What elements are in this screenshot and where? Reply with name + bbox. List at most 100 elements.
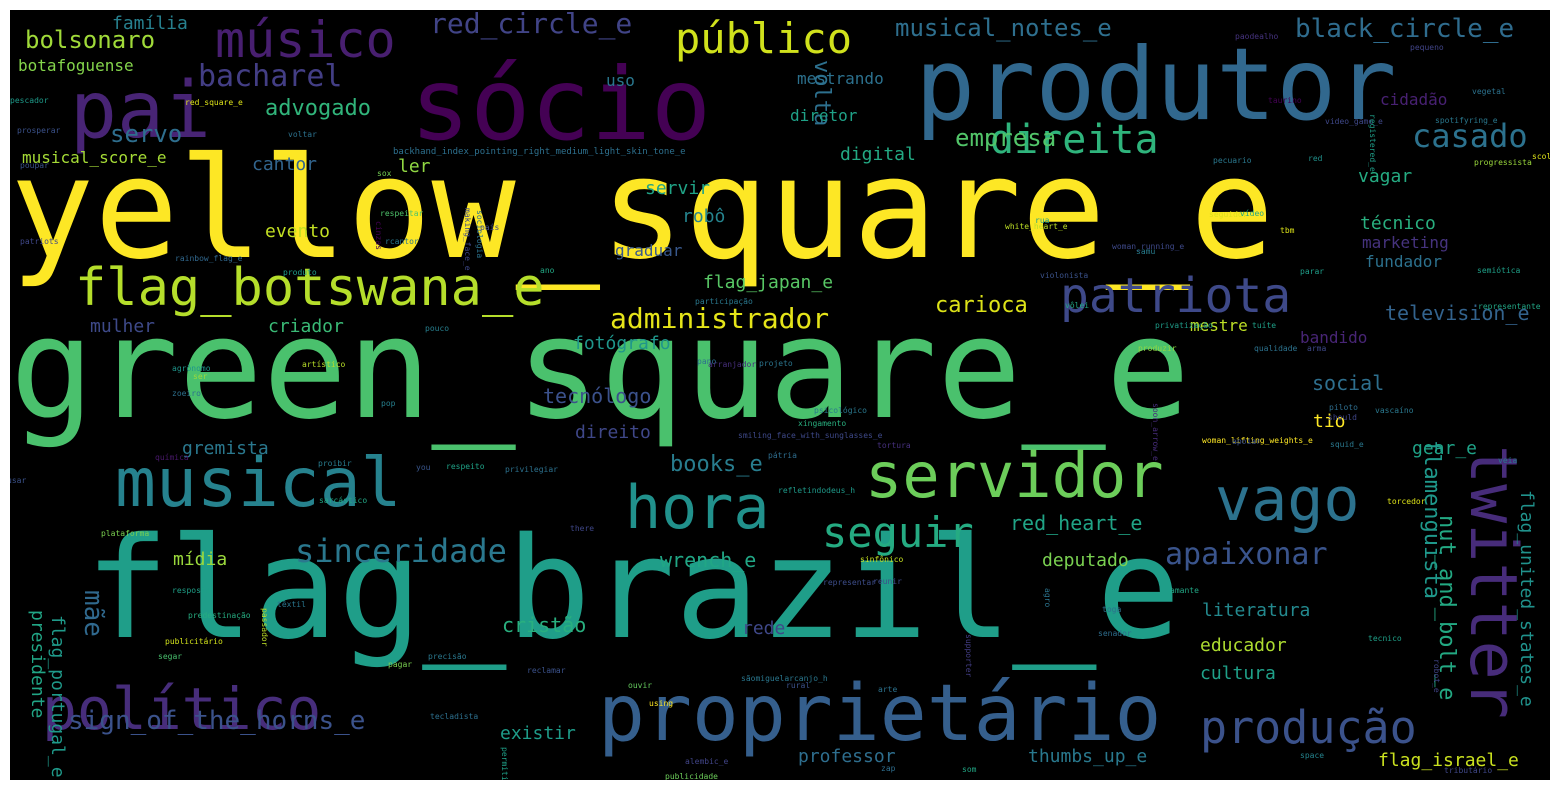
word-existir: existir (500, 723, 576, 744)
word-publico: público (675, 14, 853, 63)
word-tecnico: tecnico (1368, 634, 1402, 643)
word-arranjador: arranjador (708, 360, 757, 369)
word-advogado: advogado (265, 96, 371, 121)
word-agro: agro (1043, 588, 1052, 608)
word-tio: tio (1313, 411, 1346, 432)
word-musical-notes-e: musical_notes_e (895, 14, 1112, 42)
word-pais: país (480, 223, 500, 232)
word-privilegiar: privilegiar (505, 465, 558, 474)
word-digital: digital (840, 144, 916, 165)
word-poupar: poupar (20, 161, 49, 170)
word-sinfonico: sinfônico (860, 555, 904, 564)
word-scolarismo: scolarismo (1532, 152, 1550, 161)
word-servidor: servidor (865, 439, 1164, 512)
word-vagar: vagar (1358, 166, 1413, 187)
word-participacao: participação (695, 297, 753, 306)
word-red: red (1308, 154, 1323, 163)
word-you: you (416, 463, 431, 472)
word-tbm: tbm (1280, 226, 1295, 235)
word-mulher: mulher (90, 316, 156, 337)
word-fundador: fundador (1365, 252, 1443, 271)
word-mae: mãe (78, 590, 108, 637)
word-politico: político (42, 675, 322, 743)
word-pouco: pouco (425, 324, 450, 333)
word-volei: vôlei (1065, 301, 1090, 310)
word-woman-running-e: woman_running_e (1112, 242, 1185, 251)
word-piloto: piloto (1329, 403, 1358, 412)
word-pai: pai (70, 66, 211, 156)
word-musical-score-e: musical_score_e (22, 148, 167, 167)
word-produzir: produzir (1138, 344, 1177, 353)
word-rede: rede (742, 618, 786, 639)
word-pano: pano (697, 357, 717, 366)
word-rural: rural (786, 681, 811, 690)
word-prosperar: prosperar (17, 126, 61, 135)
word-samu: samu (1136, 247, 1156, 256)
word-rua: rua (1035, 216, 1050, 225)
word-empresa: empresa (955, 124, 1057, 152)
word-wrench-e: wrench_e (660, 548, 757, 572)
word-pecuario: pecuario (1213, 156, 1252, 165)
word-psicologico: psicológico (814, 406, 867, 415)
word-flag-united-states-e: flag_united_states_e (1516, 490, 1537, 707)
word-casado: casado (1412, 117, 1528, 155)
word-mestrando: mestrando (797, 69, 884, 88)
word-tuite: tuíte (1252, 321, 1277, 330)
word-alembic-e: alembic_e (685, 757, 729, 766)
word-rcantor: rcantor (385, 237, 419, 246)
word-quimica: química (155, 453, 189, 462)
word-educador: educador (1200, 635, 1287, 656)
word-vascaino: vascaíno (1375, 406, 1414, 415)
word-taurino: taurino (1268, 96, 1302, 105)
word-literatura: literatura (1202, 600, 1311, 621)
word-bacharel: bacharel (198, 59, 343, 94)
word-bandido: bandido (1300, 328, 1368, 347)
word-spotifyring-e: spotifyring_e (1435, 116, 1498, 125)
word-diretor: diretor (790, 106, 858, 125)
word-apaixonar: apaixonar (1165, 537, 1328, 572)
word-deputado: deputado (1042, 550, 1129, 571)
word-pagar: pagar (388, 660, 413, 669)
word-ano: ano (540, 266, 555, 275)
word-yellow-square-e: yellow_square_e (10, 128, 1275, 291)
word-zoeiro: zoeiro (172, 389, 201, 398)
word-proprietario: proprietário (598, 669, 1162, 759)
word-vago: vago (1215, 465, 1360, 535)
word-there: there (570, 524, 595, 533)
word-sign-of-the-horns-e: sign_of_the_horns_e (68, 706, 366, 736)
word-ler: ler (398, 156, 431, 177)
word-seguidor: seguidor (1209, 210, 1248, 219)
word-registered-e: registered_e (1368, 114, 1377, 172)
word-privatizacao: privatização (1155, 321, 1213, 330)
word-using: using (649, 699, 674, 708)
word-cantor: cantor (252, 154, 318, 175)
word-respeitar: respeitar (380, 209, 424, 218)
word-artistico: artístico (302, 360, 346, 369)
word-space: space (1300, 751, 1325, 760)
word-passador: passador (260, 608, 269, 647)
word-musico: músico (215, 11, 396, 69)
word-presidente: presidente (27, 610, 48, 719)
word-pop: pop (381, 399, 396, 408)
word-squid-e: squid_e (1330, 440, 1364, 449)
word-books-e: books_e (670, 452, 763, 477)
word-patriota: patriota (1060, 268, 1292, 324)
word-sinceridade: sinceridade (295, 532, 507, 570)
word-smiling-face-with-sunglasses-e: smiling_face_with_sunglasses_e (738, 431, 883, 440)
word-apoiar: apoiar (1232, 437, 1261, 446)
word-flag-botswana-e: flag_botswana_e (75, 258, 545, 318)
word-produto: produto (283, 268, 317, 277)
word-representar: representar (823, 578, 876, 587)
word-marketing: marketing (1362, 233, 1449, 252)
word-red-square-e: red_square_e (185, 98, 243, 107)
word-red-heart-e: red_heart_e (1010, 511, 1143, 535)
word-projeto: projeto (759, 359, 793, 368)
word-voltar: voltar (288, 130, 317, 139)
word-musical: musical (115, 444, 402, 523)
word-toga: toga (1102, 605, 1122, 614)
word-pequeno: pequeno (1410, 43, 1444, 52)
word-seguir: seguir (822, 508, 974, 557)
word-backhand-index-pointing-right-medium-light-skin-tone-e: backhand_index_pointing_right_medium_lig… (393, 147, 686, 157)
word-carioca: carioca (935, 293, 1028, 318)
word-tortura: tortura (877, 441, 911, 450)
